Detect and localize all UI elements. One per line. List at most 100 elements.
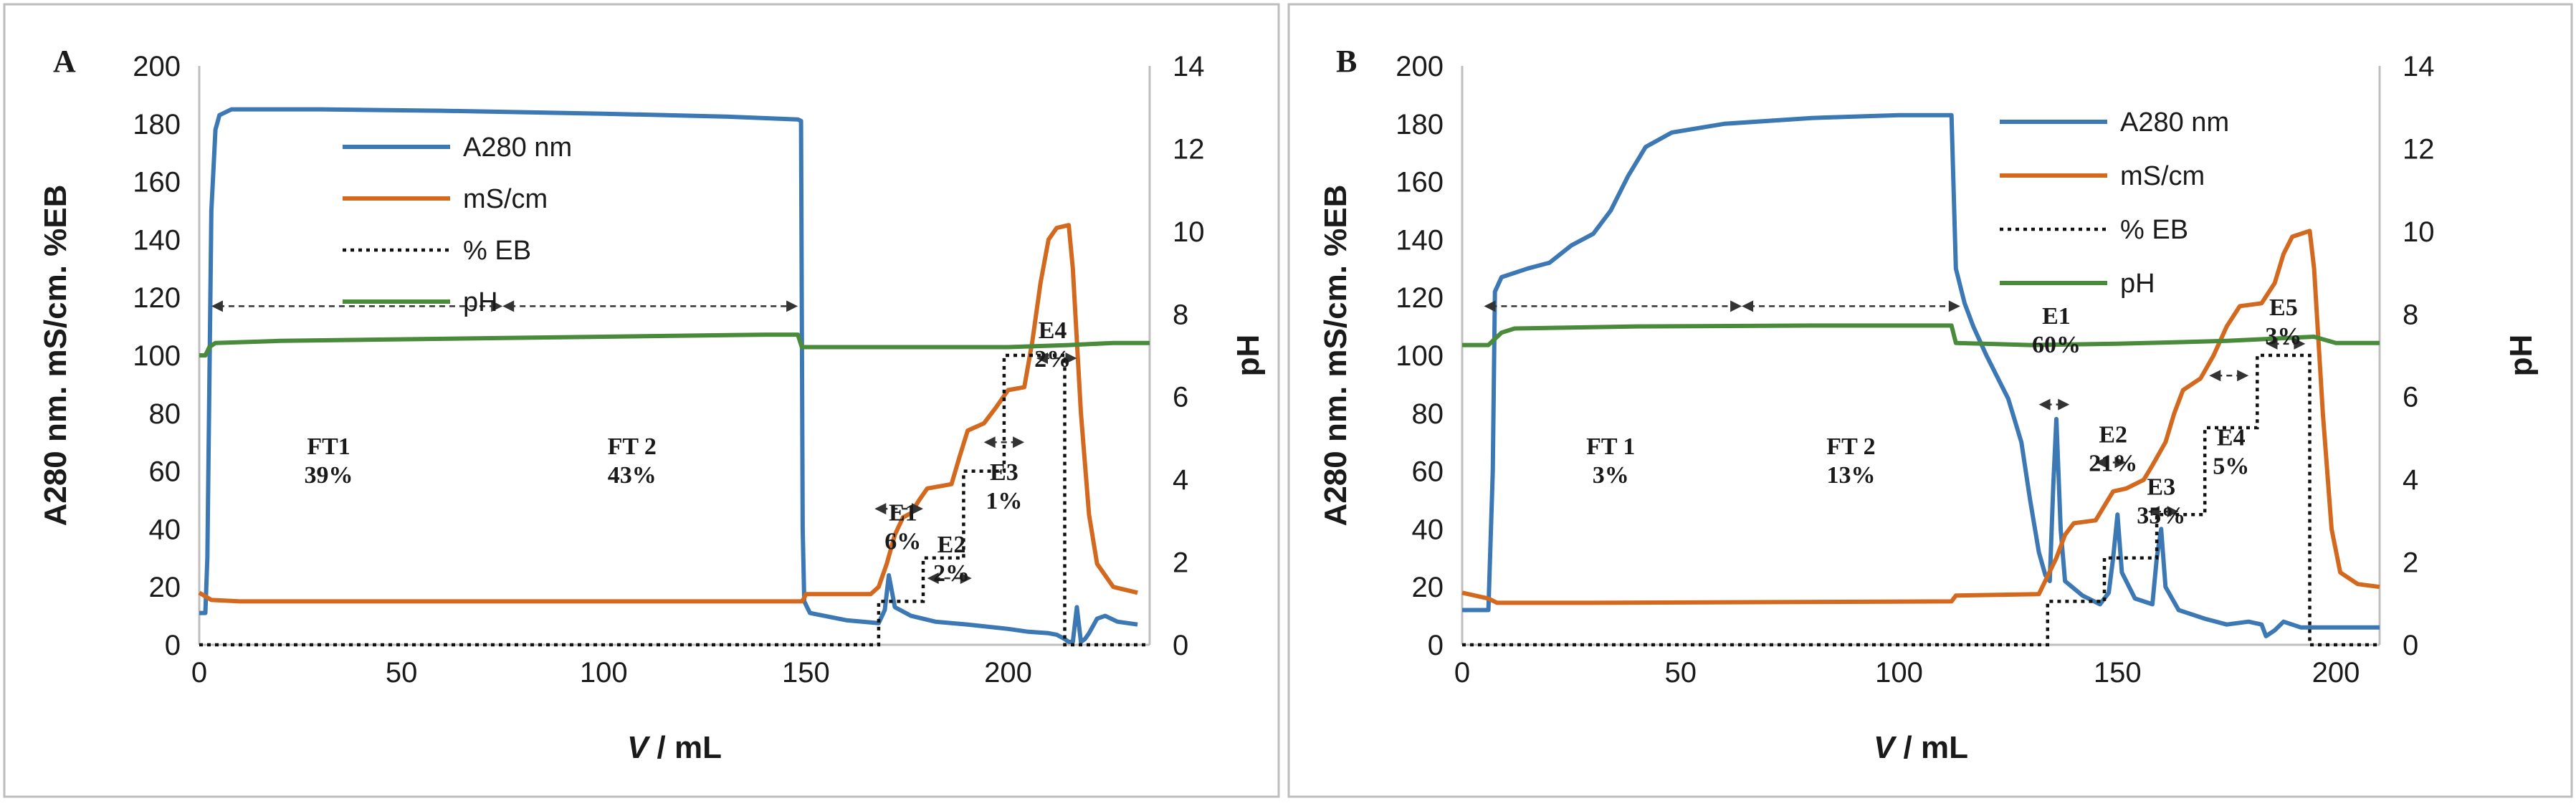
annotation-line: E2	[2099, 422, 2127, 448]
y-left-tick-label: 0	[165, 630, 181, 661]
annotation-label: E4 2%	[1034, 317, 1071, 373]
series-line-eb	[199, 353, 1150, 647]
arrow-head-left	[1036, 352, 1049, 365]
arrow-head-right	[2294, 337, 2306, 350]
y-left-tick-label: 160	[133, 167, 181, 198]
annotation-label: E4 5%	[2213, 425, 2249, 480]
y-right-tick-label: 10	[2403, 216, 2435, 248]
x-axis-title: V / mL	[1874, 730, 1968, 765]
annotation-line: 21%	[2089, 451, 2137, 477]
annotation-label: E2 21%	[2089, 422, 2137, 477]
y-right-tick-label: 2	[2403, 547, 2418, 579]
y-right-tick-label: 12	[2403, 133, 2435, 165]
y-right-tick-label: 8	[2403, 299, 2418, 330]
arrow-head-right	[912, 503, 924, 515]
series-line-a280	[199, 107, 1138, 644]
series-line-a280	[1462, 112, 2380, 638]
y-axis-title-right: pH	[1231, 335, 1266, 377]
annotation-line: 13%	[1826, 462, 1875, 489]
y-axis-title-left: A280 nm. mS/cm. %EB	[38, 185, 73, 527]
arrow-head-right	[2237, 370, 2249, 382]
legend-label: pH	[463, 287, 498, 317]
y-right-tick-label: 6	[2403, 382, 2418, 413]
y-left-tick-label: 120	[1396, 282, 1444, 314]
y-right-tick-label: 2	[1173, 547, 1188, 579]
annotation-line: 5%	[2213, 454, 2249, 480]
y-left-tick-label: 140	[133, 224, 181, 256]
annotation-label: E2 2%	[933, 532, 970, 587]
y-left-tick-label: 160	[1396, 167, 1444, 198]
annotation-label: FT 1 3%	[1586, 433, 1635, 489]
y-right-tick-label: 6	[1173, 382, 1188, 413]
x-axis-title-unit: / mL	[1894, 730, 1968, 765]
arrow-head-left	[927, 572, 939, 585]
arrow-head-left	[983, 436, 996, 448]
x-tick-label: 200	[984, 657, 1032, 689]
annotation-line: 2%	[1034, 346, 1071, 373]
x-tick-label: 50	[1665, 657, 1697, 689]
series-line-ph	[1462, 323, 2380, 347]
y-left-tick-label: 60	[1412, 456, 1444, 488]
x-tick-label: 0	[1454, 657, 1470, 689]
legend: A280 nm mS/cm % EB pH	[343, 133, 572, 317]
arrow-head-right	[786, 300, 798, 312]
annotation-line: FT 1	[1586, 433, 1635, 460]
y-left-tick-label: 100	[1396, 340, 1444, 372]
series-line-eb	[1462, 353, 2380, 647]
y-left-tick-label: 40	[1412, 514, 1444, 545]
arrow-head-left	[2147, 506, 2160, 518]
annotation-line: 3%	[1593, 462, 1629, 489]
legend-label: % EB	[2120, 215, 2188, 245]
y-left-tick-label: 180	[133, 109, 181, 140]
annotation-line: 39%	[305, 462, 353, 489]
y-right-tick-label: 14	[1173, 51, 1205, 82]
arrow-head-right	[2167, 506, 2179, 518]
y-left-tick-label: 180	[1396, 109, 1444, 140]
annotation-line: 3%	[2265, 323, 2301, 350]
y-right-tick-label: 8	[1173, 299, 1188, 330]
y-right-tick-label: 4	[1173, 464, 1188, 496]
annotation-line: 1%	[986, 488, 1022, 514]
y-right-tick-label: 12	[1173, 133, 1205, 165]
annotation-label: E3 35%	[2137, 474, 2185, 529]
annotation-line: E1	[2042, 303, 2071, 330]
annotation-line: 43%	[608, 462, 657, 489]
annotation-line: FT 2	[608, 433, 657, 460]
x-tick-label: 150	[2094, 657, 2142, 689]
annotation-line: 60%	[2032, 332, 2081, 358]
annotation-line: 6%	[884, 529, 921, 555]
y-left-tick-label: 80	[1412, 398, 1444, 430]
panel-frame	[1287, 3, 2573, 798]
y-left-tick-label: 20	[149, 572, 181, 603]
y-right-tick-label: 14	[2403, 51, 2435, 82]
x-tick-label: 150	[782, 657, 830, 689]
series-line-ph	[199, 332, 1150, 358]
legend-label: pH	[2120, 269, 2155, 299]
arrow-head-right	[960, 572, 972, 585]
arrow-head-right	[1065, 352, 1077, 365]
series-line-ms	[198, 223, 1138, 604]
y-left-tick-label: 20	[1412, 572, 1444, 603]
x-tick-label: 200	[2312, 657, 2360, 689]
legend-label: mS/cm	[2120, 161, 2205, 191]
x-tick-label: 50	[386, 657, 418, 689]
arrow-head-right	[2058, 398, 2070, 411]
x-tick-label: 0	[191, 657, 207, 689]
annotation-line: E4	[1039, 317, 1067, 344]
arrow-head-left	[2038, 398, 2051, 411]
annotation-label: FT 2 43%	[608, 433, 657, 489]
arrow-head-right	[1013, 436, 1025, 448]
arrow-head-right	[491, 300, 503, 312]
y-left-tick-label: 100	[133, 340, 181, 372]
annotation-label: FT 2 13%	[1826, 433, 1875, 489]
panel-frame	[3, 3, 1280, 798]
series-line-ms	[1461, 229, 2380, 605]
annotation-label: E5 3%	[2265, 294, 2301, 350]
y-left-tick-label: 60	[149, 456, 181, 488]
arrow-head-left	[2095, 456, 2107, 469]
y-axis-title-right: pH	[2504, 335, 2539, 377]
annotation-line: E2	[938, 532, 966, 558]
legend-label: A280 nm	[2120, 107, 2229, 138]
y-left-tick-label: 200	[1396, 51, 1444, 82]
arrow-head-left	[1742, 300, 1754, 312]
